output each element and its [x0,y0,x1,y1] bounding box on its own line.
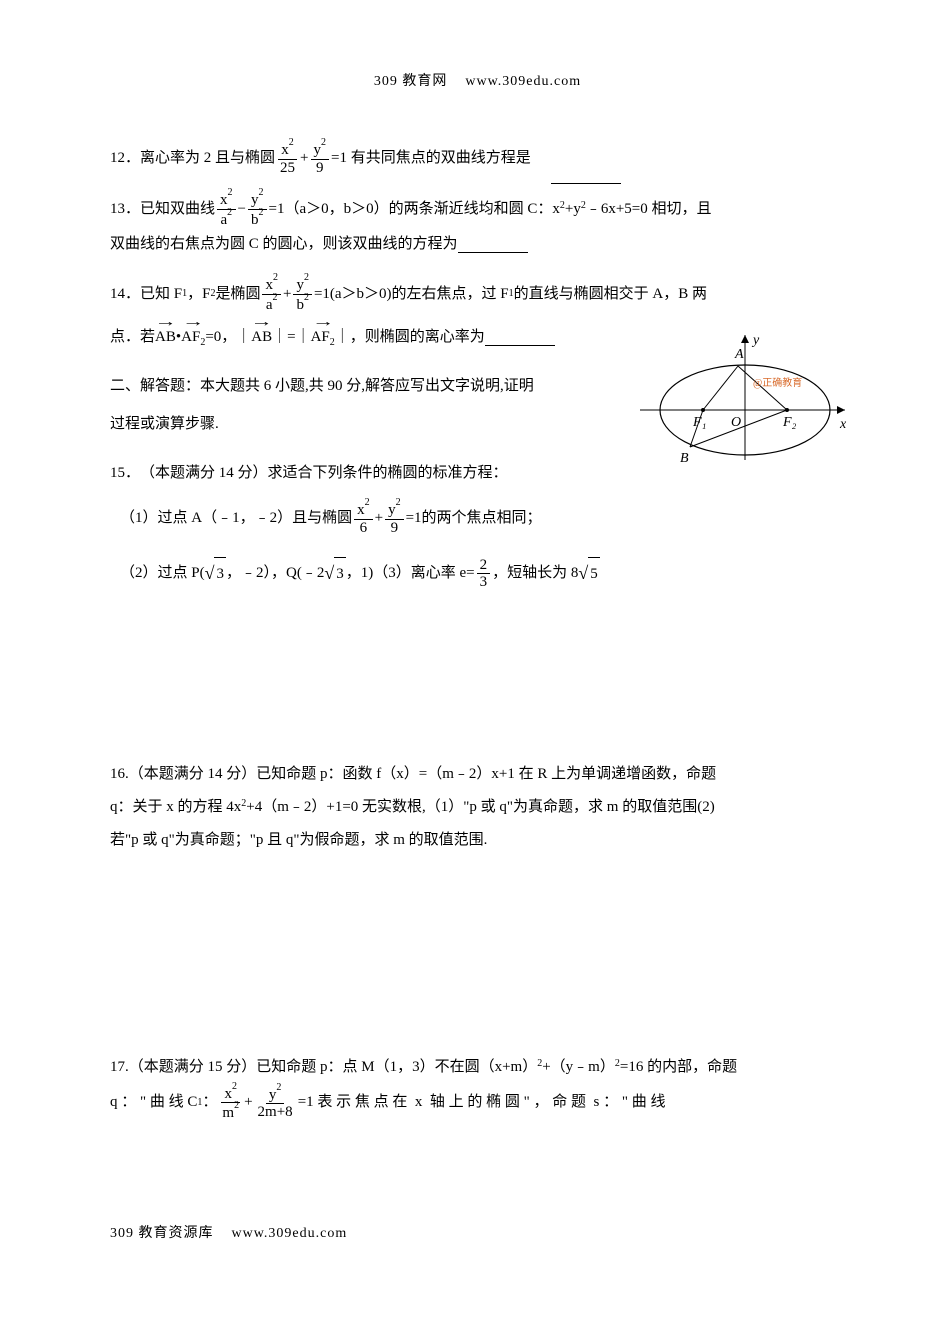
fraction: y2 9 [385,500,404,536]
document-page: 309 教育网 www.309edu.com 12． 离心率为 2 且与椭圆 x… [0,0,945,1282]
vector-ab: AB [155,321,176,354]
vector-af2: AF2 [311,321,335,354]
fraction: x2 25 [277,140,298,176]
fraction: x2 m2 [219,1084,242,1122]
vector-af2: AF2 [181,321,205,354]
label-A: A [734,347,744,362]
question-13: 13． 已知双曲线 x2 a2 − y2 b2 =1（a＞0，b＞0）的两条渐近… [110,190,845,261]
fraction: x2 a2 [217,190,236,228]
answer-blank [485,330,555,346]
label-F1: F₁ [692,415,706,430]
q15-number: 15． [110,457,140,490]
page-footer: 309 教育资源库 www.309edu.com [110,1222,845,1242]
q12-text-post: =1 有共同焦点的双曲线方程是 [331,142,531,175]
q12-number: 12． [110,142,140,175]
vertical-spacer [110,608,845,758]
fraction: y2 b2 [248,190,267,228]
fraction: y2 b2 [293,275,312,313]
q14-number: 14． [110,278,140,311]
vector-ab: AB [251,321,272,354]
page-header: 309 教育网 www.309edu.com [110,70,845,90]
label-O: O [731,415,741,430]
watermark: @正确教育 [753,376,802,389]
footer-site-url: www.309edu.com [232,1226,348,1241]
ellipse-figure: A B F₁ F₂ O x y @正确教育 [635,330,855,460]
question-12: 12． 离心率为 2 且与椭圆 x2 25 + y2 9 =1 有共同焦点的双曲… [110,140,845,176]
fraction: y2 9 [311,140,330,176]
fraction: x2 a2 [262,275,281,313]
q13-number: 13． [110,193,140,226]
label-x: x [839,417,847,432]
q12-text-pre: 离心率为 2 且与椭圆 [140,142,275,175]
footer-site-name: 309 教育资源库 [110,1226,214,1241]
answer-blank [551,168,621,184]
sqrt: √3 [324,554,345,594]
section-2-header: 二、解答题：本大题共 6 小题,共 90 分,解答应写出文字说明,证明 过程或演… [110,368,630,443]
ellipse-svg: A B F₁ F₂ O x y @正确教育 [635,330,855,470]
fraction: x2 6 [354,500,373,536]
header-site-url: www.309edu.com [465,74,581,89]
fraction: 2 3 [477,557,491,591]
question-17: 17. （本题满分 15 分）已知命题 p：点 M（1，3）不在圆（x+m）2+… [110,1051,845,1122]
q17-number: 17. [110,1051,129,1084]
header-site-name: 309 教育网 [374,74,448,89]
question-14: 14． 已知 F1，F2是椭圆 x2 a2 + y2 b2 =1(a＞b＞0)的… [110,275,845,354]
q16-number: 16. [110,758,129,791]
label-F2: F₂ [782,415,797,430]
sqrt: √3 [205,554,226,594]
fraction: y2 2m+8 [255,1085,296,1121]
question-15: 15． （本题满分 14 分）求适合下列条件的椭圆的标准方程： （1）过点 A（… [110,457,845,594]
label-y: y [751,333,760,348]
sqrt: √5 [578,554,599,594]
question-16: 16. （本题满分 14 分）已知命题 p：函数 f（x）=（m﹣2）x+1 在… [110,758,845,857]
answer-blank [458,237,528,253]
vertical-spacer [110,871,845,1051]
